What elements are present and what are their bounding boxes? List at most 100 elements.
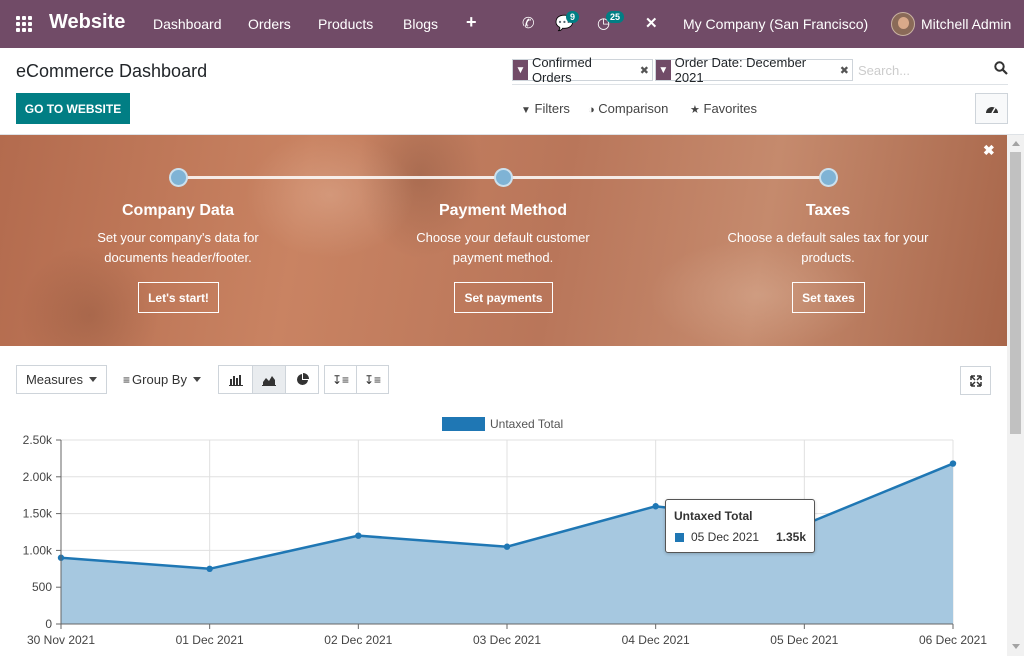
- close-banner-icon[interactable]: ✖: [983, 142, 995, 158]
- search-icon[interactable]: [994, 61, 1008, 78]
- menu-dashboard[interactable]: Dashboard: [153, 16, 222, 32]
- pie-chart-button[interactable]: [285, 365, 319, 394]
- filters-label: Filters: [534, 101, 570, 116]
- step-desc-taxes: Choose a default sales tax for your prod…: [718, 228, 938, 268]
- pie-chart-icon: [296, 373, 309, 385]
- remove-facet-icon[interactable]: ✖: [839, 64, 849, 77]
- filter-icon: ▼: [521, 105, 531, 116]
- facet-order-date[interactable]: ▼ Order Date: December 2021 ✖: [655, 55, 853, 85]
- app-brand[interactable]: Website: [49, 11, 126, 33]
- data-point: [503, 543, 511, 550]
- x-tick-label: 30 Nov 2021: [27, 633, 95, 647]
- filter-icon: ▼: [513, 60, 528, 80]
- scrollbar-thumb[interactable]: [1010, 152, 1021, 434]
- step-desc-line: documents header/footer.: [104, 250, 252, 265]
- series-area: [61, 463, 953, 624]
- x-tick-label: 01 Dec 2021: [176, 633, 244, 647]
- set-payments-button[interactable]: Set payments: [454, 282, 553, 313]
- tooltip-label: 05 Dec 2021: [691, 530, 760, 544]
- apps-menu-icon[interactable]: [16, 16, 32, 32]
- lets-start-button[interactable]: Let's start!: [138, 282, 219, 313]
- bar-chart-button[interactable]: [218, 365, 253, 394]
- star-icon: ★: [690, 104, 700, 116]
- new-plus-icon[interactable]: +: [466, 12, 477, 32]
- activities-badge: 25: [606, 11, 625, 23]
- scroll-down-arrow-icon[interactable]: [1012, 644, 1020, 649]
- menu-products[interactable]: Products: [318, 16, 374, 32]
- data-point: [355, 532, 362, 539]
- step-title-company: Company Data: [121, 202, 235, 219]
- sort-asc-icon: ↧≡: [363, 372, 382, 387]
- user-avatar[interactable]: [891, 12, 915, 36]
- facet-confirmed-orders[interactable]: ▼ Confirmed Orders ✖: [512, 55, 653, 85]
- remove-facet-icon[interactable]: ✖: [639, 64, 649, 77]
- step-desc-line: products.: [801, 250, 855, 265]
- gauge-icon: [985, 106, 998, 113]
- phone-icon[interactable]: ✆: [522, 15, 535, 32]
- list-icon: ≡: [123, 372, 131, 387]
- step-desc-line: Set your company's data for: [97, 230, 259, 245]
- step-desc-line: Choose your default customer: [416, 230, 590, 245]
- page-scrollbar[interactable]: [1007, 135, 1024, 656]
- menu-orders[interactable]: Orders: [248, 16, 291, 32]
- x-tick-label: 04 Dec 2021: [622, 633, 690, 647]
- messages-badge: 9: [566, 11, 580, 23]
- debug-tools-icon[interactable]: ✕: [645, 15, 658, 32]
- caret-down-icon: [89, 377, 98, 382]
- favorites-label: Favorites: [703, 101, 757, 116]
- area-chart-icon: [262, 375, 276, 386]
- sort-descending-button[interactable]: ↧≡: [324, 365, 357, 394]
- menu-blogs[interactable]: Blogs: [403, 16, 439, 32]
- favorites-button[interactable]: ★ Favorites: [690, 101, 757, 116]
- expand-icon: [969, 374, 982, 387]
- y-tick-label: 500: [32, 580, 52, 594]
- step-dot-payment: [494, 168, 513, 187]
- company-switcher[interactable]: My Company (San Francisco): [683, 16, 869, 32]
- filters-button[interactable]: ▼ Filters: [521, 101, 570, 116]
- measures-dropdown[interactable]: Measures: [16, 365, 107, 394]
- scroll-up-arrow-icon[interactable]: [1012, 141, 1020, 146]
- caret-down-icon: [192, 377, 201, 382]
- user-menu[interactable]: Mitchell Admin: [921, 16, 1012, 32]
- go-to-website-button[interactable]: GO TO WEBSITE: [16, 93, 130, 124]
- onboarding-banner: Company Data Set your company's data for…: [0, 135, 1007, 346]
- chart-ticks: 0 500 1.00k 1.50k 2.00k 2.50k 30 Nov 2021 01 De…: [23, 433, 988, 647]
- sort-desc-icon: ↧≡: [331, 372, 350, 387]
- fullscreen-button[interactable]: [960, 366, 991, 395]
- y-tick-label: 1.00k: [23, 543, 53, 557]
- chart-legend[interactable]: Untaxed Total: [442, 417, 563, 431]
- page-title: eCommerce Dashboard: [16, 61, 208, 81]
- tooltip-title: Untaxed Total: [674, 509, 753, 523]
- y-tick-label: 2.00k: [23, 470, 53, 484]
- facet-label: Confirmed Orders: [531, 55, 592, 85]
- set-taxes-button[interactable]: Set taxes: [792, 282, 865, 313]
- half-circle-icon: ◑: [588, 104, 595, 116]
- search-underline: [512, 84, 1008, 85]
- facet-label: Order Date: December 2021: [674, 55, 807, 85]
- step-desc-line: payment method.: [452, 250, 554, 265]
- x-tick-label: 02 Dec 2021: [324, 633, 392, 647]
- comparison-label: Comparison: [598, 101, 669, 116]
- y-tick-label: 1.50k: [23, 507, 53, 521]
- line-chart-button[interactable]: [252, 365, 286, 394]
- y-tick-label: 0: [45, 617, 52, 631]
- bar-chart-icon: [228, 374, 243, 386]
- tooltip-swatch: [674, 532, 685, 543]
- data-point: [206, 565, 213, 572]
- legend-label: Untaxed Total: [490, 417, 563, 431]
- x-tick-label: 03 Dec 2021: [473, 633, 541, 647]
- top-navbar: Website Dashboard Orders Products Blogs …: [0, 0, 1024, 48]
- group-by-label: Group By: [132, 372, 187, 387]
- sort-ascending-button[interactable]: ↧≡: [356, 365, 389, 394]
- step-desc-line: Choose a default sales tax for your: [727, 230, 929, 245]
- chart-tooltip: Untaxed Total 05 Dec 2021 1.35k: [665, 499, 815, 553]
- group-by-dropdown[interactable]: ≡ Group By: [114, 365, 210, 394]
- search-input[interactable]: [858, 61, 988, 79]
- y-tick-label: 2.50k: [23, 433, 53, 447]
- comparison-button[interactable]: ◑ Comparison: [588, 101, 668, 116]
- step-desc-payment: Choose your default customer payment met…: [393, 228, 613, 268]
- control-panel: eCommerce Dashboard ▼ Confirmed Orders ✖…: [0, 48, 1024, 135]
- dashboard-gauge-button[interactable]: [975, 93, 1008, 124]
- step-dot-taxes: [819, 168, 838, 187]
- x-tick-label: 05 Dec 2021: [770, 633, 838, 647]
